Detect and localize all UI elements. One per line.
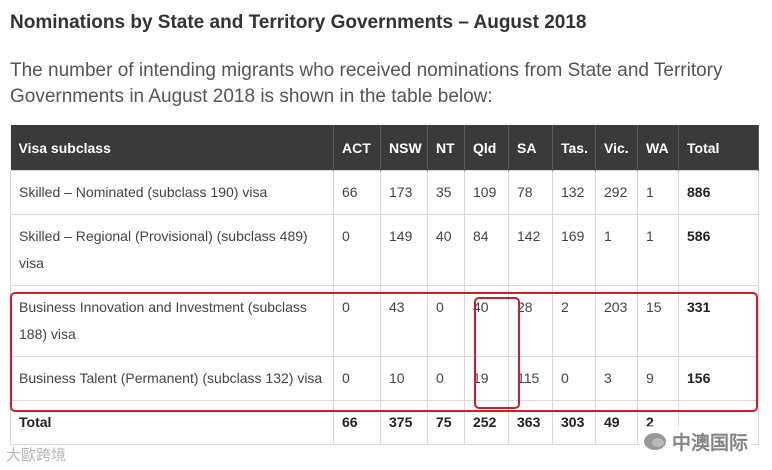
cell-total: 156 <box>678 356 759 401</box>
cell-act: 0 <box>333 214 381 286</box>
header-wa: WA <box>637 125 679 171</box>
cell-total: 331 <box>678 285 759 357</box>
cell-total: 886 <box>678 170 759 215</box>
cell-total: 586 <box>678 214 759 286</box>
cell-nt: 35 <box>427 170 465 215</box>
header-tas: Tas. <box>552 125 596 171</box>
cell-act: 66 <box>333 170 381 215</box>
cell-act: 0 <box>333 356 381 401</box>
cell-vic: 292 <box>595 170 638 215</box>
cell-visa: Business Talent (Permanent) (subclass 13… <box>10 356 334 401</box>
cell-wa: 9 <box>637 356 679 401</box>
table-row: Business Innovation and Investment (subc… <box>10 285 759 357</box>
cell-sa: 28 <box>508 285 553 357</box>
table-header-row: Visa subclass ACT NSW NT Qld SA Tas. Vic… <box>10 125 759 171</box>
cell-nsw: 173 <box>380 170 428 215</box>
cell-tas: 303 <box>552 400 596 445</box>
cell-qld: 84 <box>464 214 509 286</box>
header-total: Total <box>678 125 759 171</box>
nominations-table: Visa subclass ACT NSW NT Qld SA Tas. Vic… <box>10 125 759 445</box>
header-vic: Vic. <box>595 125 638 171</box>
cell-vic: 49 <box>595 400 638 445</box>
cell-visa: Skilled – Nominated (subclass 190) visa <box>10 170 334 215</box>
cell-vic: 1 <box>595 214 638 286</box>
table-row: Business Talent (Permanent) (subclass 13… <box>10 356 759 401</box>
header-nsw: NSW <box>380 125 428 171</box>
cell-wa: 1 <box>637 214 679 286</box>
watermark-right-label: 中澳国际 <box>672 433 749 454</box>
header-visa-subclass: Visa subclass <box>10 125 334 171</box>
header-nt: NT <box>427 125 465 171</box>
cell-nt: 40 <box>427 214 465 286</box>
cell-sa: 363 <box>508 400 553 445</box>
cell-nt: 0 <box>427 285 465 357</box>
cell-visa: Total <box>10 400 334 445</box>
cell-vic: 3 <box>595 356 638 401</box>
cell-tas: 2 <box>552 285 596 357</box>
watermark-left: 大歐跨境 <box>6 447 67 464</box>
cell-tas: 169 <box>552 214 596 286</box>
table-row: Skilled – Regional (Provisional) (subcla… <box>10 214 759 286</box>
wechat-icon <box>644 433 666 450</box>
cell-act: 66 <box>333 400 381 445</box>
cell-qld: 109 <box>464 170 509 215</box>
intro-paragraph: The number of intending migrants who rec… <box>10 60 723 107</box>
cell-vic: 203 <box>595 285 638 357</box>
cell-nsw: 149 <box>380 214 428 286</box>
header-act: ACT <box>333 125 381 171</box>
cell-qld: 19 <box>464 356 509 401</box>
cell-sa: 78 <box>508 170 553 215</box>
watermark-right: 中澳国际 <box>640 426 753 457</box>
cell-nt: 75 <box>427 400 465 445</box>
cell-nsw: 10 <box>380 356 428 401</box>
cell-wa: 15 <box>637 285 679 357</box>
page-title: Nominations by State and Territory Gover… <box>10 12 587 33</box>
cell-sa: 115 <box>508 356 553 401</box>
header-qld: Qld <box>464 125 509 171</box>
cell-visa: Business Innovation and Investment (subc… <box>10 285 334 357</box>
cell-visa: Skilled – Regional (Provisional) (subcla… <box>10 214 334 286</box>
table-row: Skilled – Nominated (subclass 190) visa … <box>10 170 759 215</box>
cell-nsw: 375 <box>380 400 428 445</box>
cell-nt: 0 <box>427 356 465 401</box>
cell-qld: 40 <box>464 285 509 357</box>
cell-sa: 142 <box>508 214 553 286</box>
cell-tas: 0 <box>552 356 596 401</box>
cell-tas: 132 <box>552 170 596 215</box>
cell-nsw: 43 <box>380 285 428 357</box>
cell-act: 0 <box>333 285 381 357</box>
cell-qld: 252 <box>464 400 509 445</box>
table-total-row: Total 66 375 75 252 363 303 49 2 <box>10 400 759 445</box>
cell-wa: 1 <box>637 170 679 215</box>
header-sa: SA <box>508 125 553 171</box>
